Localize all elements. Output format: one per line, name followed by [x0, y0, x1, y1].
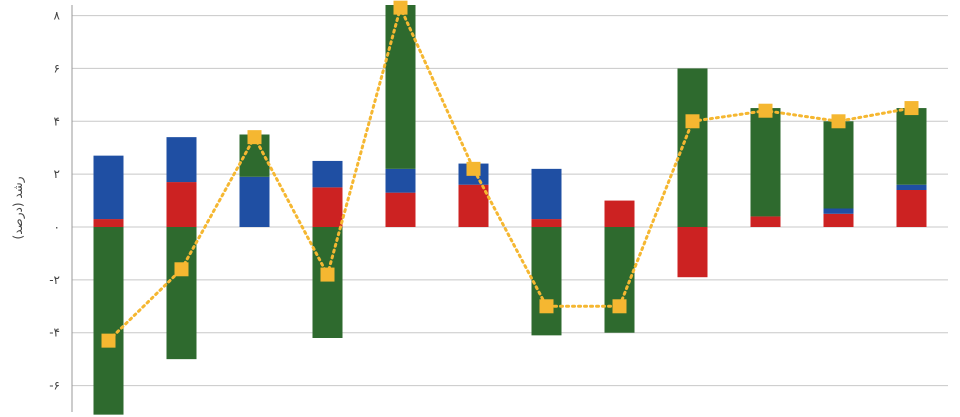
bar-segment-red: [458, 184, 489, 227]
y-tick-label: -۴: [49, 326, 60, 340]
y-tick-label: ۰: [54, 220, 60, 234]
bar-layer: [93, 5, 927, 415]
grid-layer: [72, 15, 948, 387]
line-marker: [685, 114, 700, 129]
bar-segment-blue: [166, 137, 197, 183]
bar-segment-blue: [896, 184, 927, 190]
bar-segment-blue: [239, 176, 270, 227]
line-marker: [904, 101, 919, 116]
bar-segment-green: [166, 227, 197, 360]
line-marker: [393, 0, 408, 15]
y-tick-label: -۲: [49, 273, 60, 287]
y-tick-label: -۶: [49, 379, 60, 393]
axis-layer: -۶ -۴ -۲ ۰ ۲ ۴ ۶ ۸: [49, 5, 73, 412]
bar-segment-green: [750, 108, 781, 217]
bar-segment-blue: [531, 168, 562, 220]
y-tick-label: ۶: [54, 61, 60, 75]
bar-segment-blue: [385, 168, 416, 193]
bar-segment-red: [750, 216, 781, 227]
bar-segment-red: [385, 192, 416, 227]
line-series: [107, 3, 913, 343]
bar-segment-green: [93, 227, 124, 415]
bar-segment-red: [93, 219, 124, 227]
line-marker: [831, 114, 846, 129]
line-marker: [539, 299, 554, 314]
line-marker: [101, 333, 116, 348]
bar-segment-green: [385, 5, 416, 169]
bar-segment-red: [823, 213, 854, 227]
bar-segment-red: [531, 219, 562, 227]
line-marker: [612, 299, 627, 314]
line-marker: [174, 262, 189, 277]
bar-segment-green: [312, 227, 343, 338]
y-tick-label: ۸: [54, 9, 61, 23]
bar-segment-red: [896, 190, 927, 227]
bar-segment-red: [166, 182, 197, 227]
bar-segment-red: [312, 187, 343, 227]
line-marker: [758, 103, 773, 118]
line-marker: [466, 161, 481, 176]
y-tick-label: ۲: [54, 167, 60, 181]
line-layer: [101, 0, 919, 348]
y-axis-label: رشد (درصد): [11, 176, 26, 239]
bar-segment-green: [823, 121, 854, 209]
bar-segment-red: [604, 200, 635, 227]
bar-segment-blue: [93, 155, 124, 220]
bar-segment-green: [531, 227, 562, 336]
line-marker: [320, 267, 335, 282]
y-tick-label: ۴: [54, 114, 60, 128]
bar-segment-green: [896, 108, 927, 185]
bar-segment-red: [677, 227, 708, 278]
bar-segment-blue: [312, 160, 343, 188]
line-marker: [247, 130, 262, 145]
bar-segment-blue: [823, 208, 854, 214]
